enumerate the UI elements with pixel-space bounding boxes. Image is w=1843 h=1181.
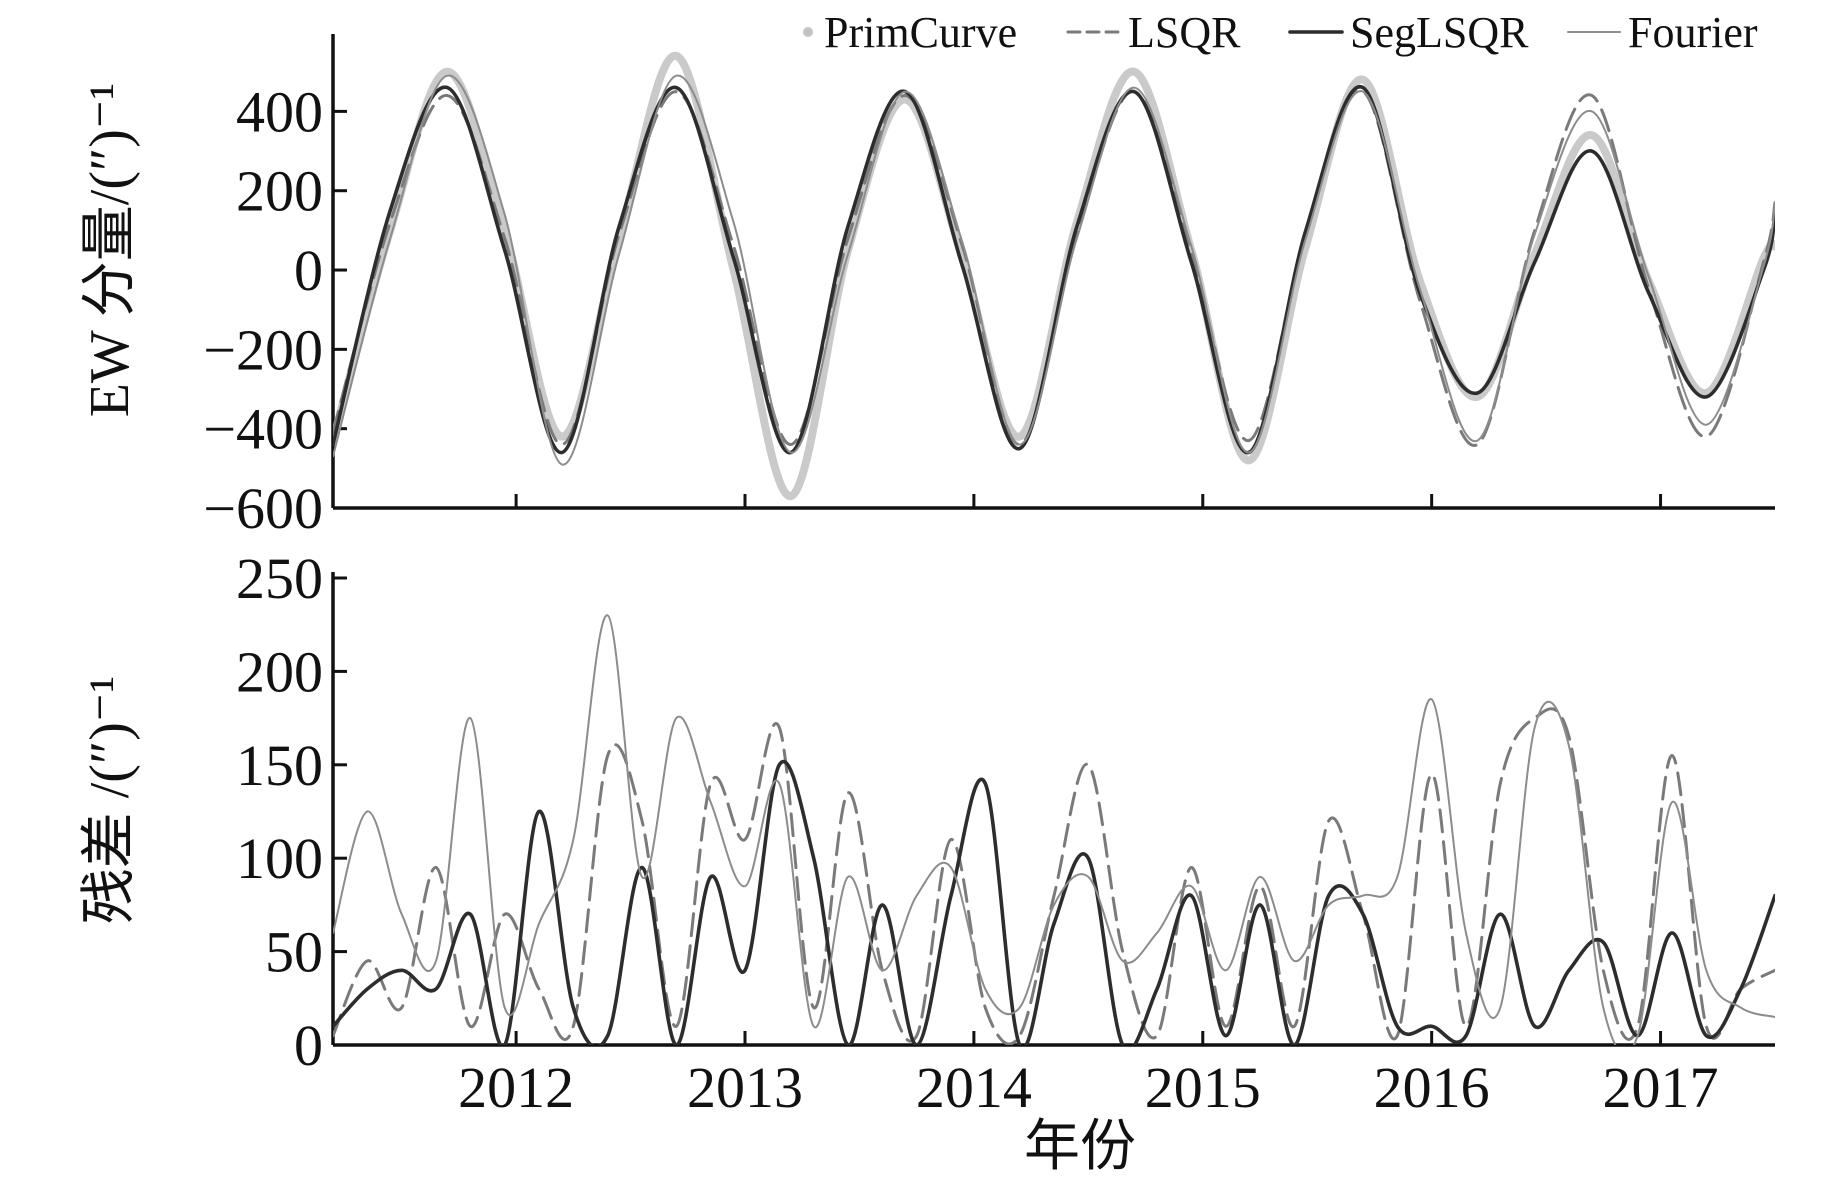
series-seglsqr-top	[333, 85, 1775, 455]
x-tick-label: 2014	[916, 1055, 1032, 1120]
y-tick-label-bottom: 150	[236, 733, 323, 798]
x-tick-label: 2016	[1374, 1055, 1490, 1120]
legend-label-fourier: Fourier	[1628, 8, 1758, 57]
y-axis-title-bottom: 残差 /(″)⁻¹	[79, 676, 141, 925]
y-tick-label-bottom: 200	[236, 639, 323, 704]
x-axis-title: 年份	[1024, 1116, 1136, 1178]
y-tick-label-top: 0	[294, 238, 323, 303]
series-fourier-top	[333, 74, 1775, 466]
y-tick-label-top: −400	[203, 397, 323, 462]
y-tick-label-top: 200	[236, 159, 323, 224]
y-axis-title-top: EW 分量/(″)⁻¹	[79, 83, 141, 418]
panel-residual: 残差 /(″)⁻¹ 年份 0 50 100 150 200 250 2012 2013 2014…	[79, 546, 1775, 1178]
x-tick-label: 2013	[687, 1055, 803, 1120]
x-tick-label: 2015	[1145, 1055, 1261, 1120]
legend-label-seglsqr: SegLSQR	[1350, 8, 1529, 57]
legend: PrimCurve LSQR SegLSQR Fourier	[803, 8, 1758, 57]
x-tick-label: 2017	[1603, 1055, 1719, 1120]
series-seglsqr-bottom	[333, 760, 1775, 1045]
y-tick-label-bottom: 250	[236, 546, 323, 611]
x-tick-label: 2012	[458, 1055, 574, 1120]
series-lsqr-top	[333, 89, 1775, 447]
series-fourier-bottom	[333, 614, 1775, 1045]
panel-ew-component: EW 分量/(″)⁻¹ −600 −400 −200 0 200 400	[79, 34, 1775, 541]
y-tick-label-bottom: 0	[294, 1013, 323, 1078]
series-lsqr-bottom	[333, 707, 1775, 1045]
y-tick-label-top: −600	[203, 476, 323, 541]
y-tick-label-top: −200	[203, 317, 323, 382]
y-tick-label-bottom: 100	[236, 826, 323, 891]
legend-swatch-primcurve	[803, 27, 813, 37]
legend-label-lsqr: LSQR	[1128, 8, 1241, 57]
y-tick-label-top: 400	[236, 79, 323, 144]
y-tick-label-bottom: 50	[265, 920, 323, 985]
legend-label-primcurve: PrimCurve	[824, 8, 1017, 57]
